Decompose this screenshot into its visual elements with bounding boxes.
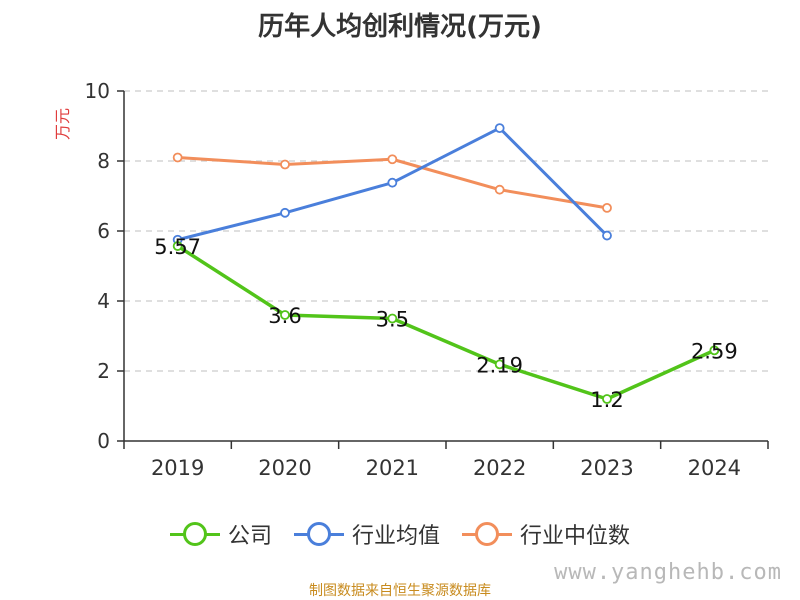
legend-item[interactable]: 行业中位数 <box>462 518 630 550</box>
axes: 0 2 4 6 8 10 2019 2020 2021 2022 2023 2024 <box>85 79 769 480</box>
legend: 公司 行业均值 行业中位数 <box>0 518 800 550</box>
series-industry-mean <box>172 123 612 245</box>
series-line <box>176 244 716 401</box>
y-tick-label: 8 <box>97 149 110 173</box>
legend-dot <box>306 522 331 546</box>
data-label: 3.6 <box>268 304 301 328</box>
data-label: 5.57 <box>154 235 201 259</box>
data-point <box>602 394 612 404</box>
legend-swatch-icon <box>293 522 344 546</box>
series-layer: 5.57 3.6 3.5 2.19 1.2 2.59 <box>154 123 738 412</box>
data-point <box>709 345 720 356</box>
y-tick-label: 10 <box>85 79 110 103</box>
data-label: 1.2 <box>590 388 623 412</box>
data-label: 2.59 <box>691 339 738 363</box>
legend-label: 行业中位数 <box>520 524 631 549</box>
x-tick-label-2024: 2024 <box>688 456 741 480</box>
gridlines <box>124 90 768 372</box>
data-point <box>494 123 505 134</box>
data-label: 3.5 <box>376 308 409 332</box>
x-tick-label-2019: 2019 <box>151 456 204 480</box>
y-tick-label: 0 <box>97 429 110 453</box>
series-industry-median <box>172 152 612 213</box>
x-tick-label-2020: 2020 <box>258 456 311 480</box>
legend-swatch-icon <box>462 522 512 546</box>
data-point <box>602 230 612 241</box>
legend-swatch-icon <box>169 522 220 546</box>
legend-item[interactable]: 行业均值 <box>293 518 440 550</box>
y-tick-label: 4 <box>97 289 110 313</box>
x-tick-label-2021: 2021 <box>366 456 419 480</box>
x-tick-label-2022: 2022 <box>473 456 526 480</box>
data-point <box>172 241 183 251</box>
data-point <box>494 184 505 195</box>
data-label: 2.19 <box>476 353 523 377</box>
y-axis-label: 万元 <box>53 108 72 140</box>
data-point <box>494 359 505 370</box>
x-tick-label-2023: 2023 <box>580 456 633 480</box>
series-company: 5.57 3.6 3.5 2.19 1.2 2.59 <box>154 235 737 412</box>
data-point <box>387 313 398 324</box>
legend-dot <box>475 522 499 546</box>
data-point <box>172 152 183 163</box>
data-point <box>280 207 290 218</box>
legend-item[interactable]: 公司 <box>169 518 272 550</box>
chart-title: 历年人均创利情况(万元) <box>258 12 542 42</box>
legend-label: 公司 <box>227 524 272 549</box>
source-note: 制图数据来自恒生聚源数据库 <box>309 583 491 599</box>
data-point <box>280 310 290 320</box>
y-tick-label: 6 <box>97 219 110 243</box>
data-point <box>602 202 612 213</box>
data-point <box>280 159 290 170</box>
y-tick-label: 2 <box>97 359 110 383</box>
data-point <box>387 177 398 188</box>
watermark: www.yanghehb.com <box>554 560 782 585</box>
legend-label: 行业均值 <box>351 524 440 549</box>
legend-dot <box>182 522 207 546</box>
data-point <box>387 154 398 165</box>
